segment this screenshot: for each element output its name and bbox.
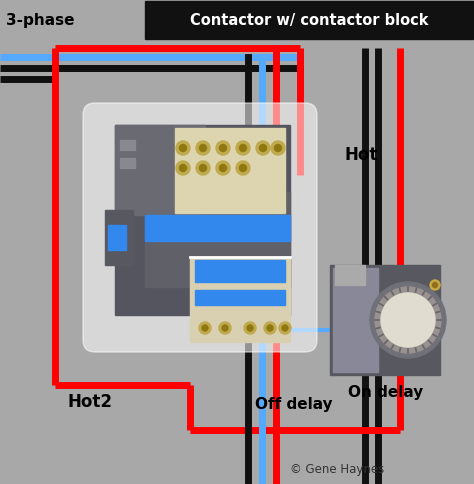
- Circle shape: [202, 325, 208, 331]
- Circle shape: [199, 322, 211, 334]
- Circle shape: [236, 161, 250, 175]
- Circle shape: [370, 282, 446, 358]
- Text: Off delay: Off delay: [255, 397, 333, 412]
- Bar: [115, 125, 205, 215]
- Circle shape: [200, 165, 207, 171]
- Circle shape: [274, 145, 282, 151]
- Bar: [108, 225, 126, 250]
- Circle shape: [219, 165, 227, 171]
- Circle shape: [196, 141, 210, 155]
- Text: Hot: Hot: [345, 146, 378, 164]
- Circle shape: [176, 141, 190, 155]
- Bar: [190, 257, 290, 342]
- Bar: [330, 265, 440, 375]
- Text: On delay: On delay: [348, 385, 423, 400]
- Bar: [145, 192, 290, 287]
- Text: Contactor w/ contactor block: Contactor w/ contactor block: [190, 13, 428, 28]
- Circle shape: [259, 145, 266, 151]
- Circle shape: [196, 161, 210, 175]
- Circle shape: [180, 145, 186, 151]
- Circle shape: [176, 161, 190, 175]
- Bar: [105, 210, 133, 265]
- Bar: [145, 233, 290, 241]
- Bar: [195, 290, 285, 305]
- Circle shape: [264, 322, 276, 334]
- FancyBboxPatch shape: [83, 103, 317, 352]
- Text: 3-phase: 3-phase: [6, 13, 74, 28]
- Circle shape: [239, 145, 246, 151]
- Bar: [145, 215, 290, 233]
- Circle shape: [247, 325, 253, 331]
- Bar: [115, 125, 290, 315]
- Circle shape: [375, 287, 441, 353]
- Circle shape: [271, 141, 285, 155]
- Circle shape: [216, 141, 230, 155]
- Text: © Gene Haynes: © Gene Haynes: [290, 464, 384, 477]
- Circle shape: [222, 325, 228, 331]
- Bar: [333, 268, 378, 372]
- Circle shape: [239, 165, 246, 171]
- Circle shape: [282, 325, 288, 331]
- Circle shape: [267, 325, 273, 331]
- Bar: [120, 158, 135, 168]
- Circle shape: [381, 293, 435, 347]
- Circle shape: [200, 145, 207, 151]
- Circle shape: [219, 322, 231, 334]
- Bar: [175, 128, 285, 213]
- Circle shape: [219, 145, 227, 151]
- Circle shape: [279, 322, 291, 334]
- Circle shape: [430, 280, 440, 290]
- Bar: [335, 265, 365, 285]
- Circle shape: [244, 322, 256, 334]
- Circle shape: [216, 161, 230, 175]
- Circle shape: [236, 141, 250, 155]
- Circle shape: [432, 283, 438, 287]
- Bar: [195, 260, 285, 282]
- Circle shape: [256, 141, 270, 155]
- Bar: [145, 1, 473, 39]
- Text: Hot2: Hot2: [68, 393, 113, 411]
- Circle shape: [180, 165, 186, 171]
- Bar: [120, 140, 135, 150]
